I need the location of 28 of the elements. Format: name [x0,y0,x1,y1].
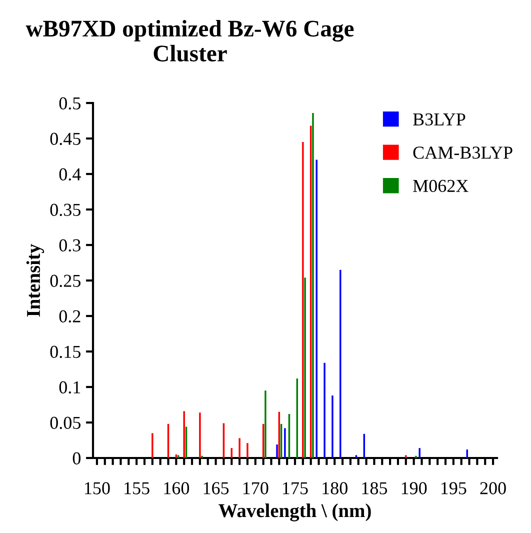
x-tick-label: 160 [164,482,190,494]
x-tick-label: 190 [402,482,427,494]
y-tick-label: 0.5 [59,97,80,110]
x-axis-title: Wavelength \ (nm) [218,504,371,522]
y-tick-label: 0.35 [50,204,80,216]
legend-label: M062X [413,180,468,192]
x-tick-label: 165 [204,482,229,494]
legend-label: CAM-B3LYP [413,146,512,159]
y-tick-label: 0.45 [50,132,80,146]
y-tick-label: 0 [72,452,81,464]
y-tick-label: 0.15 [50,346,80,358]
x-tick-label: 180 [322,482,348,494]
x-tick-label: 175 [283,482,308,494]
x-tick-label: 200 [480,482,506,494]
y-tick-label: 0.1 [59,381,80,394]
y-tick-label: 0.25 [50,274,80,288]
x-tick-label: 155 [124,482,150,494]
legend-label: B3LYP [413,113,466,126]
x-tick-label: 170 [243,482,268,494]
x-tick-label: 195 [441,482,466,494]
y-tick-label: 0.2 [59,310,80,323]
y-tick-label: 0.3 [59,239,80,252]
y-tick-label: 0.05 [50,416,80,430]
y-tick-label: 0.4 [59,168,81,181]
x-tick-label: 185 [362,482,388,494]
y-axis-title: Intensity [26,244,44,317]
chart-title: wB97XD optimized Bz-W6 Cage Cluster [26,20,354,62]
x-tick-label: 150 [85,482,110,494]
